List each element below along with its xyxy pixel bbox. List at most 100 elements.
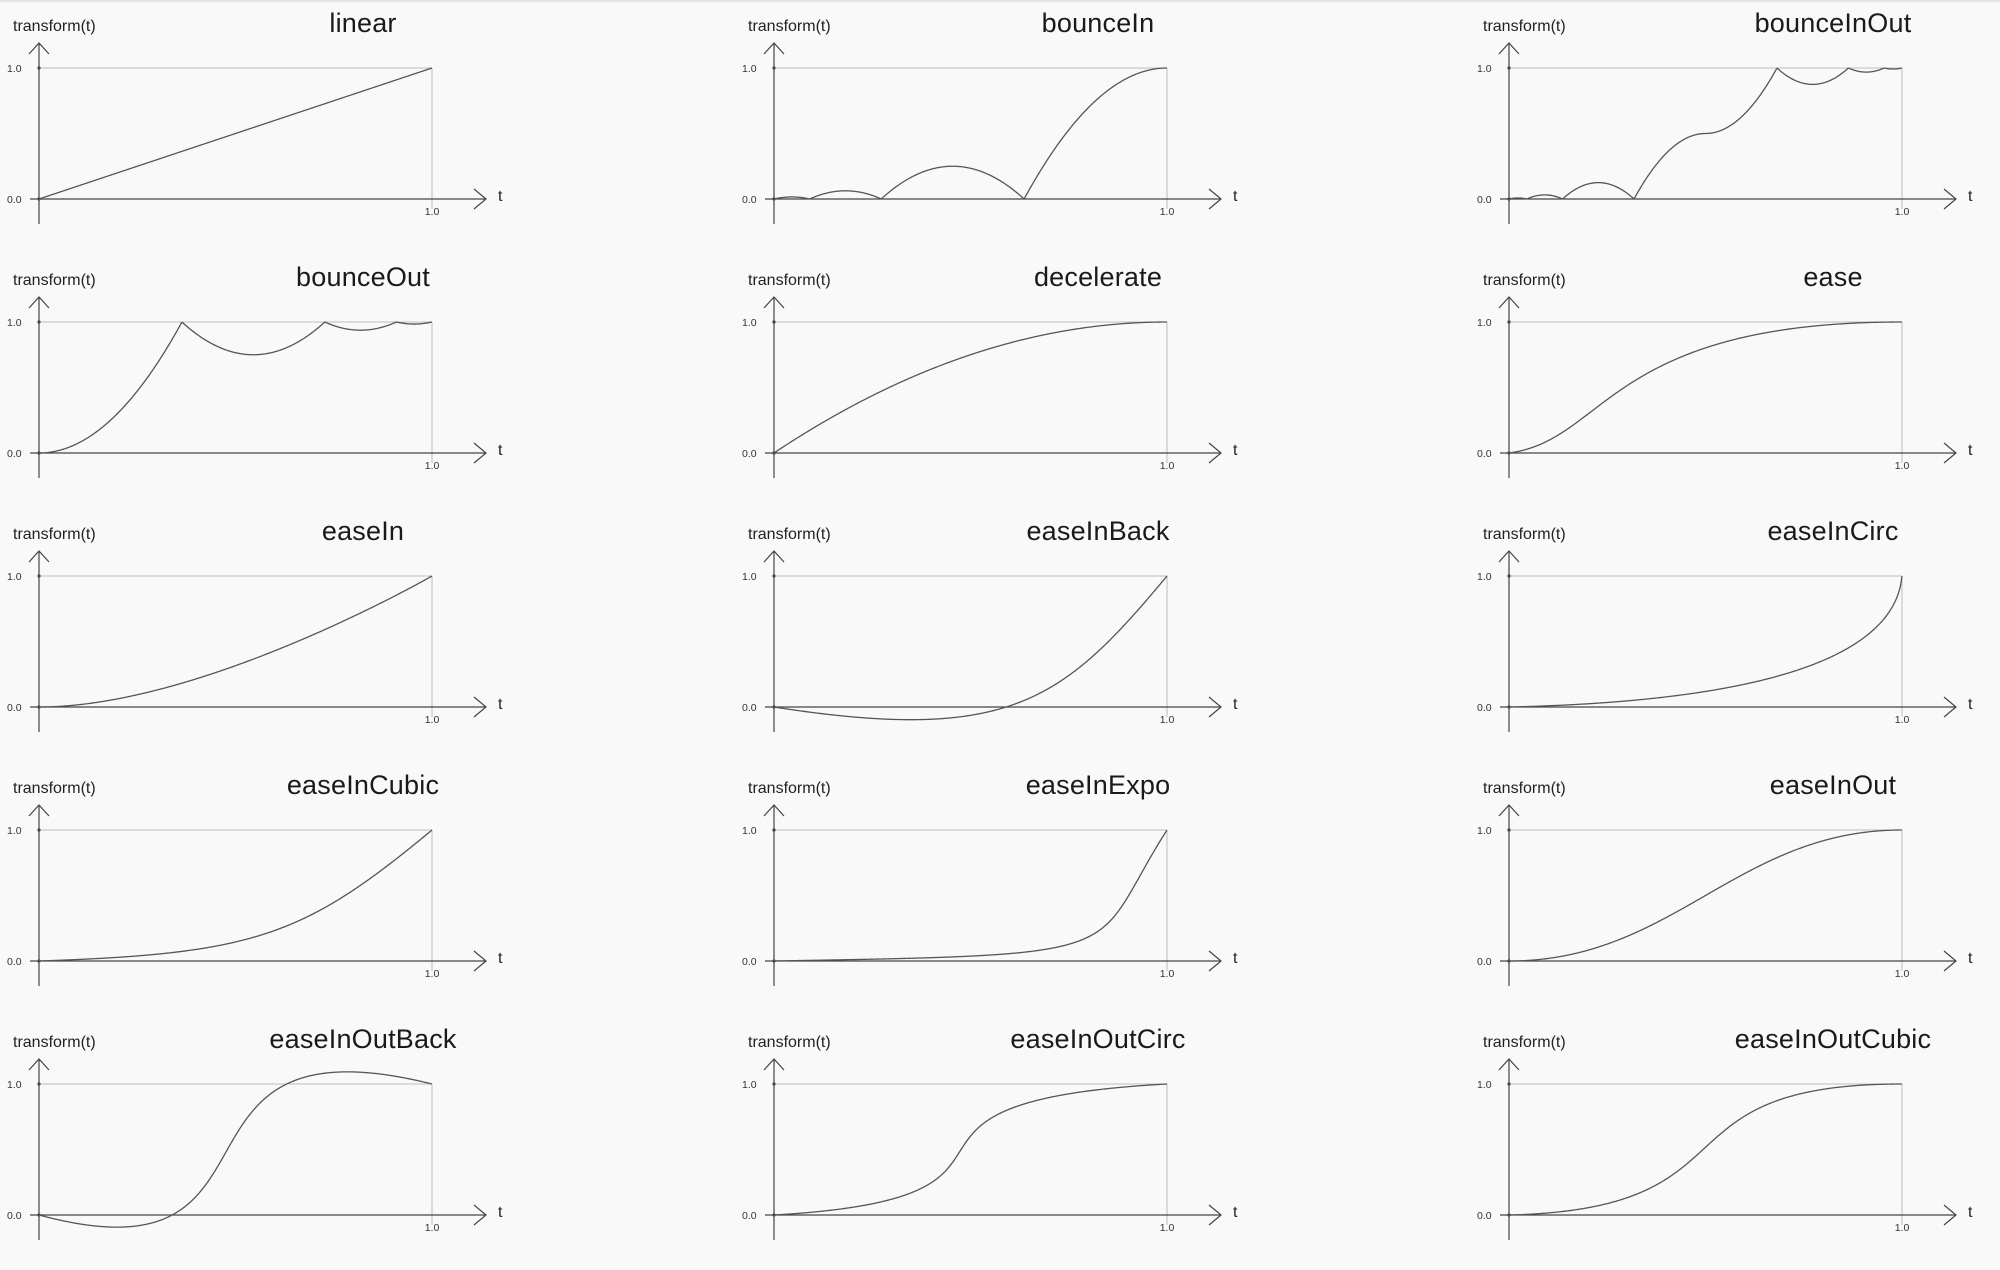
x-axis-label: t: [1233, 950, 1238, 967]
x-tick-label: 1.0: [425, 714, 440, 726]
y-axis-label: transform(t): [748, 18, 831, 35]
curve-line-bounceIn: [773, 67, 1168, 200]
curve-line-easeInExpo: [773, 829, 1168, 962]
chart-plot: transform(t) 0.0 1.0 1.0 t: [1477, 18, 1973, 224]
chart-plot: transform(t) 0.0 1.0 1.0 t: [742, 780, 1238, 986]
y-tick-label: 1.0: [742, 571, 757, 583]
curve-line-easeInBack: [773, 575, 1168, 721]
chart-plot: transform(t) 0.0 1.0 1.0 t: [7, 18, 503, 224]
y-tick-label: 0.0: [1477, 702, 1492, 714]
curve-line-linear: [38, 67, 433, 200]
curve-line-easeInCubic: [38, 829, 433, 962]
x-tick-label: 1.0: [1160, 714, 1175, 726]
chart-title: ease: [1803, 262, 1863, 292]
y-tick-label: 1.0: [1477, 825, 1492, 837]
x-axis-arrow: [1208, 696, 1222, 718]
y-tick-label: 0.0: [1477, 194, 1492, 206]
curve-line-easeInOutBack: [38, 1071, 433, 1228]
chart-decelerate: decelerate transform(t) 0.0 1.0 1.0 t: [735, 254, 1470, 508]
curve-line-bounceInOut: [1508, 67, 1903, 200]
y-axis-arrow: [1498, 42, 1520, 55]
y-tick-mark: [772, 1082, 776, 1086]
x-axis-label: t: [1233, 696, 1238, 713]
y-tick-mark: [1507, 66, 1511, 70]
x-axis-arrow: [1208, 950, 1222, 972]
x-tick-label: 1.0: [425, 460, 440, 472]
x-axis-arrow: [1943, 1204, 1957, 1226]
chart-easeInBack: easeInBack transform(t) 0.0 1.0 1.0 t: [735, 508, 1470, 762]
chart-plot: transform(t) 0.0 1.0 1.0 t: [742, 1034, 1238, 1240]
curve-line-easeInCirc: [1508, 575, 1903, 708]
y-axis-label: transform(t): [13, 18, 96, 35]
y-tick-label: 1.0: [7, 825, 22, 837]
x-axis-arrow: [473, 950, 487, 972]
chart-title: easeInOutCubic: [1734, 1024, 1932, 1054]
y-axis-arrow: [28, 1058, 50, 1071]
chart-ease: ease transform(t) 0.0 1.0 1.0 t: [1470, 254, 2000, 508]
x-axis-arrow: [473, 696, 487, 718]
y-tick-label: 1.0: [1477, 571, 1492, 583]
chart-bounceOut: bounceOut transform(t) 0.0 1.0 1.0 t: [0, 254, 735, 508]
y-tick-mark: [1507, 1082, 1511, 1086]
x-tick-label: 1.0: [1895, 1222, 1910, 1234]
y-axis-arrow: [763, 804, 785, 817]
x-tick-label: 1.0: [1160, 1222, 1175, 1234]
y-axis-arrow: [763, 296, 785, 309]
chart-title: bounceInOut: [1754, 8, 1912, 38]
y-axis-label: transform(t): [1483, 1034, 1566, 1051]
chart-easeInOutCubic: easeInOutCubic transform(t) 0.0 1.0 1.0 t: [1470, 1016, 2000, 1270]
curve-line-easeInOutCubic: [1508, 1083, 1902, 1216]
y-tick-mark: [37, 320, 41, 324]
y-tick-mark: [37, 66, 41, 70]
x-axis-arrow: [473, 442, 487, 464]
chart-easeInOut: easeInOut transform(t) 0.0 1.0 1.0 t: [1470, 762, 2000, 1016]
x-tick-label: 1.0: [425, 1222, 440, 1234]
curve-line-bounceOut: [38, 321, 433, 454]
y-tick-mark: [1507, 828, 1511, 832]
x-axis-arrow: [1208, 1204, 1222, 1226]
x-tick-label: 1.0: [425, 968, 440, 980]
y-axis-label: transform(t): [1483, 780, 1566, 797]
y-tick-mark: [37, 1082, 41, 1086]
y-axis-label: transform(t): [748, 272, 831, 289]
chart-title: easeInOutBack: [269, 1024, 457, 1054]
y-tick-label: 0.0: [7, 1210, 22, 1222]
y-tick-label: 0.0: [742, 702, 757, 714]
chart-plot: transform(t) 0.0 1.0 1.0 t: [742, 272, 1238, 478]
y-axis-label: transform(t): [13, 1034, 96, 1051]
y-axis-label: transform(t): [748, 1034, 831, 1051]
curve-line-easeInOutCirc: [773, 1083, 1168, 1216]
x-axis-arrow: [1208, 188, 1222, 210]
x-axis-label: t: [498, 188, 503, 205]
x-axis-arrow: [473, 1204, 487, 1226]
x-axis-label: t: [1233, 1204, 1238, 1221]
curve-line-easeIn: [39, 575, 433, 708]
y-tick-label: 1.0: [1477, 317, 1492, 329]
y-axis-arrow: [28, 550, 50, 563]
chart-plot: transform(t) 0.0 1.0 1.0 t: [7, 272, 503, 478]
y-tick-mark: [772, 574, 776, 578]
chart-plot: transform(t) 0.0 1.0 1.0 t: [7, 526, 503, 732]
y-tick-label: 1.0: [7, 63, 22, 75]
chart-easeInCirc: easeInCirc transform(t) 0.0 1.0 1.0 t: [1470, 508, 2000, 762]
x-tick-label: 1.0: [1895, 714, 1910, 726]
x-axis-label: t: [1968, 442, 1973, 459]
y-tick-label: 1.0: [7, 571, 22, 583]
x-tick-label: 1.0: [1895, 206, 1910, 218]
y-tick-label: 1.0: [742, 63, 757, 75]
x-axis-label: t: [1968, 950, 1973, 967]
x-axis-arrow: [1943, 696, 1957, 718]
chart-easeIn: easeIn transform(t) 0.0 1.0 1.0 t: [0, 508, 735, 762]
chart-easeInCubic: easeInCubic transform(t) 0.0 1.0 1.0 t: [0, 762, 735, 1016]
chart-title: bounceIn: [1041, 8, 1155, 38]
y-axis-arrow: [1498, 1058, 1520, 1071]
chart-plot: transform(t) 0.0 1.0 1.0 t: [742, 526, 1238, 732]
chart-title: bounceOut: [296, 262, 430, 292]
chart-easeInOutCirc: easeInOutCirc transform(t) 0.0 1.0 1.0 t: [735, 1016, 1470, 1270]
chart-title: easeInExpo: [1025, 770, 1171, 800]
y-axis-arrow: [28, 42, 50, 55]
y-tick-label: 0.0: [7, 956, 22, 968]
y-axis-label: transform(t): [13, 780, 96, 797]
chart-plot: transform(t) 0.0 1.0 1.0 t: [742, 18, 1238, 224]
x-axis-arrow: [1943, 442, 1957, 464]
